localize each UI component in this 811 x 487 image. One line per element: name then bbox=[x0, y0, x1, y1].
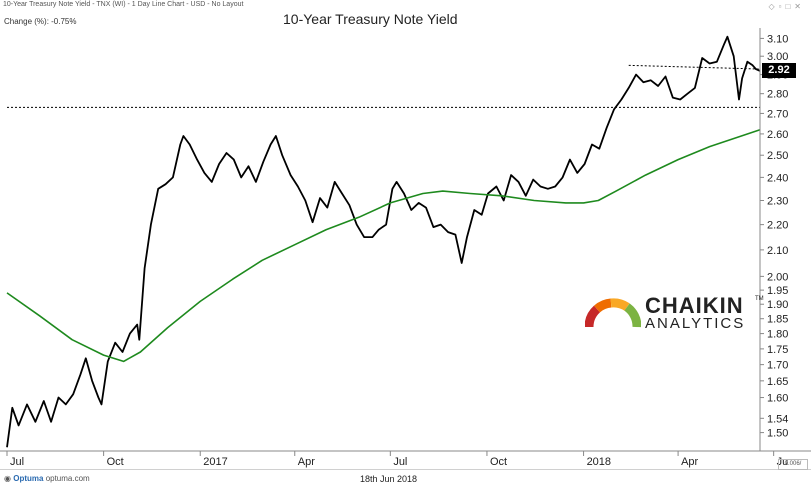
y-tick-label: 1.90 bbox=[767, 299, 788, 311]
window-controls[interactable]: ◇▫□✕ bbox=[768, 2, 805, 11]
y-tick-label: 2.70 bbox=[767, 108, 788, 120]
y-tick-label: 2.10 bbox=[767, 245, 788, 257]
restore-icon[interactable]: ◇ bbox=[768, 2, 779, 11]
y-tick-label: 1.80 bbox=[767, 329, 788, 341]
y-axis-background bbox=[760, 28, 811, 451]
y-tick-label: 2.30 bbox=[767, 195, 788, 207]
x-tick-label: Apr bbox=[298, 456, 315, 468]
y-tick-label: 3.10 bbox=[767, 33, 788, 45]
reference-line-1 bbox=[628, 64, 761, 70]
footer-divider bbox=[0, 469, 811, 470]
series-layer bbox=[6, 35, 761, 448]
footer-brand-name: Optuma bbox=[13, 474, 44, 483]
y-tick-label: 3.00 bbox=[767, 51, 788, 63]
current-value-label: 2.92 bbox=[762, 63, 796, 78]
y-tick-label: 2.50 bbox=[767, 150, 788, 162]
y-tick-label: 1.60 bbox=[767, 393, 788, 405]
footer-date: 18th Jun 2018 bbox=[360, 474, 418, 484]
x-tick-label: Oct bbox=[107, 456, 124, 468]
footer-url[interactable]: optuma.com bbox=[45, 474, 90, 483]
y-tick-label: 2.40 bbox=[767, 172, 788, 184]
gauge-icon bbox=[584, 298, 642, 328]
moving-average-line bbox=[6, 129, 761, 363]
optuma-logo-icon: ◉ bbox=[4, 474, 11, 483]
footer-brand[interactable]: ◉ Optuma optuma.com bbox=[4, 474, 90, 483]
logo-word-chaikin: CHAIKIN bbox=[645, 293, 744, 318]
y-tick-label: 1.85 bbox=[767, 314, 788, 326]
chart-title: 10-Year Treasury Note Yield bbox=[283, 11, 458, 27]
price-line bbox=[6, 35, 761, 448]
y-tick-label: 2.00 bbox=[767, 271, 788, 283]
y-tick-label: 2.20 bbox=[767, 220, 788, 232]
logo-word-analytics: ANALYTICS bbox=[645, 315, 746, 332]
scale-indicator[interactable]: 0.006/ bbox=[778, 459, 808, 470]
reference-lines bbox=[7, 64, 761, 108]
y-tick-label: 1.54 bbox=[767, 413, 788, 425]
chaikin-logo: CHAIKIN TM ANALYTICS bbox=[584, 293, 764, 338]
y-tick-label: 1.70 bbox=[767, 360, 788, 372]
x-tick-label: Jul bbox=[393, 456, 407, 468]
y-axis: 1.50 1.54 1.60 1.65 1.70 1.75 1.80 1.85 1.90 1.95… bbox=[759, 28, 811, 451]
y-tick-label: 2.60 bbox=[767, 129, 788, 141]
minimize-icon[interactable]: ▫ bbox=[778, 2, 786, 11]
x-tick-label: Apr bbox=[681, 456, 698, 468]
chart-header-text: 10-Year Treasury Note Yield - TNX (WI) -… bbox=[3, 1, 244, 8]
y-tick-label: 2.80 bbox=[767, 89, 788, 101]
x-tick-label: Ju bbox=[777, 456, 789, 468]
x-axis: Jul Oct 2017 Apr Jul Oct 2018 Apr Ju bbox=[0, 450, 811, 468]
x-tick-label: Oct bbox=[490, 456, 507, 468]
window-header: 10-Year Treasury Note Yield - TNX (WI) -… bbox=[0, 0, 811, 14]
maximize-icon[interactable]: □ bbox=[785, 2, 795, 11]
y-tick-label: 1.65 bbox=[767, 376, 788, 388]
close-icon[interactable]: ✕ bbox=[794, 2, 805, 11]
logo-trademark: TM bbox=[755, 296, 764, 302]
x-tick-label: 2018 bbox=[587, 456, 611, 468]
x-tick-label: 2017 bbox=[203, 456, 227, 468]
change-percent: Change (%): -0.75% bbox=[4, 17, 77, 26]
x-tick-label: Jul bbox=[10, 456, 24, 468]
y-tick-label: 1.75 bbox=[767, 344, 788, 356]
y-tick-label: 1.50 bbox=[767, 428, 788, 440]
y-tick-label: 1.95 bbox=[767, 285, 788, 297]
